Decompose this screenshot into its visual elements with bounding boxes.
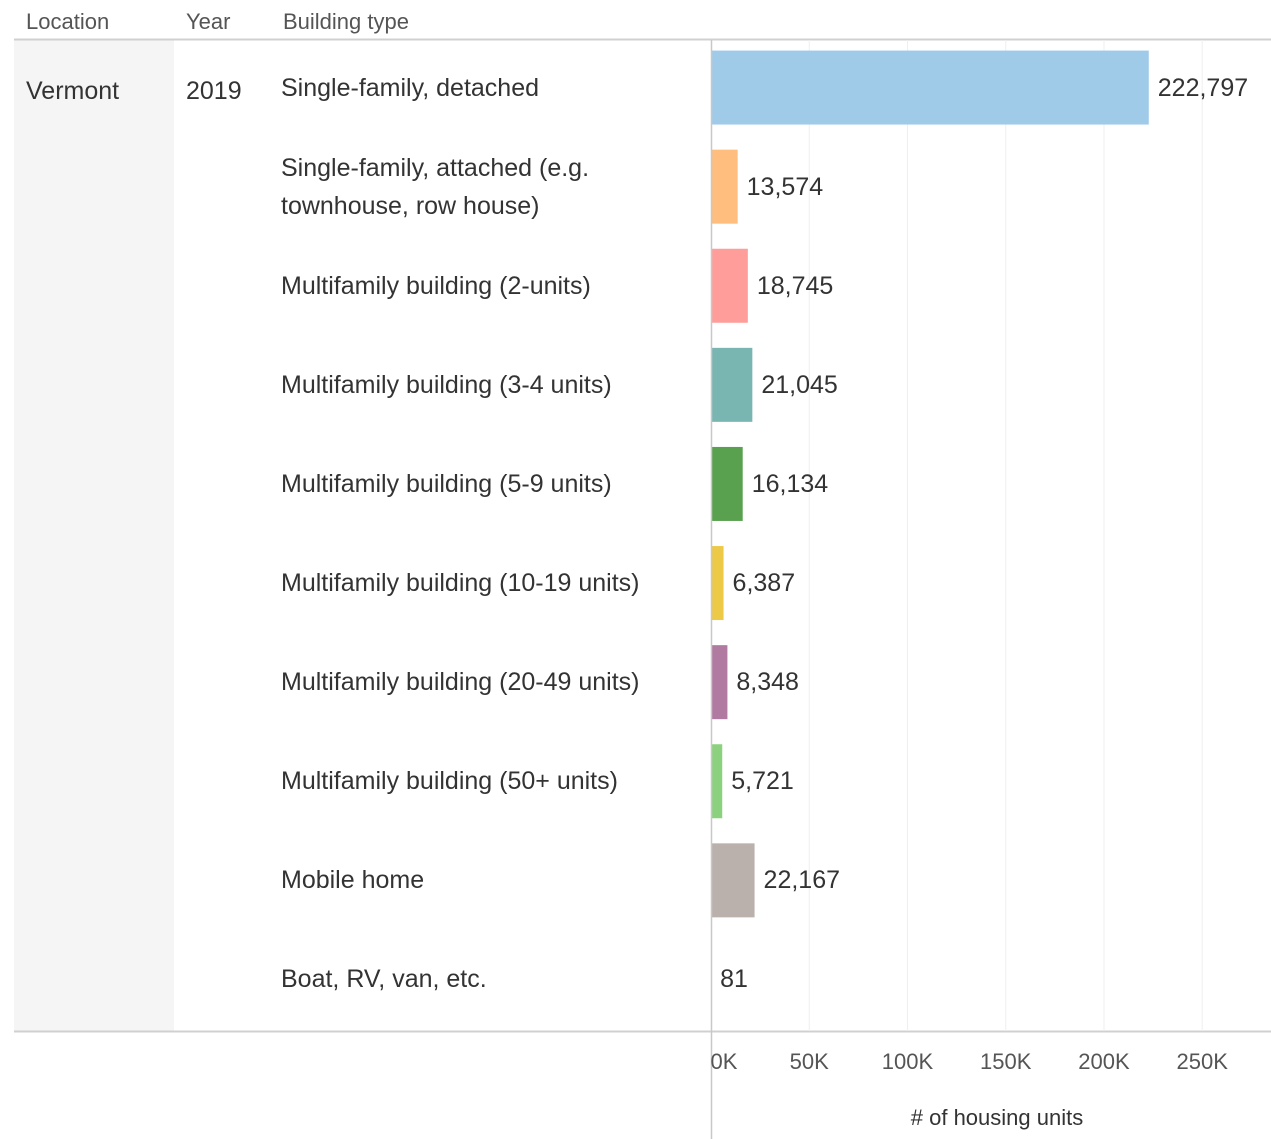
bar (711, 248, 748, 323)
location-label: Vermont (26, 77, 120, 105)
data-label: 13,574 (746, 172, 824, 201)
bar (711, 50, 1149, 125)
bar (711, 744, 723, 819)
data-label: 5,721 (731, 767, 794, 796)
data-label: 222,797 (1157, 73, 1249, 102)
data-label: 6,387 (732, 569, 796, 598)
category-label: Mobile home (281, 866, 425, 895)
x-tick-label: 0K (710, 1049, 738, 1074)
bar (711, 149, 738, 224)
bar (711, 843, 755, 918)
category-label: Multifamily building (2-units) (281, 271, 591, 300)
x-tick-label: 250K (1176, 1049, 1228, 1074)
category-label: Boat, RV, van, etc. (281, 965, 487, 994)
bar (711, 446, 743, 521)
column-header: Location (26, 9, 110, 34)
column-header: Building type (283, 9, 409, 34)
bar (711, 347, 753, 422)
location-band (14, 40, 174, 1031)
data-label: 8,348 (736, 668, 799, 697)
category-label: Single-family, attached (e.g. townhouse,… (281, 153, 590, 220)
x-tick-label: 50K (789, 1049, 829, 1074)
category-label: Single-family, detached (281, 73, 540, 102)
bar (711, 645, 728, 720)
category-label: Multifamily building (50+ units) (281, 767, 618, 796)
category-label: Multifamily building (5-9 units) (281, 469, 612, 498)
data-label: 21,045 (761, 370, 838, 399)
x-tick-label: 200K (1078, 1049, 1130, 1074)
x-axis-title: # of housing units (910, 1105, 1084, 1130)
data-label: 16,134 (751, 469, 829, 498)
x-tick-label: 150K (980, 1049, 1032, 1074)
data-label: 81 (720, 965, 748, 994)
year-label: 2019 (186, 77, 242, 105)
category-label: Multifamily building (20-49 units) (281, 668, 640, 697)
category-label: Multifamily building (10-19 units) (281, 569, 640, 598)
column-header: Year (186, 9, 231, 34)
category-label: Multifamily building (3-4 units) (281, 370, 612, 399)
x-tick-label: 100K (881, 1049, 934, 1074)
bar (711, 546, 724, 621)
data-label: 18,745 (756, 271, 834, 300)
data-label: 22,167 (763, 866, 841, 895)
